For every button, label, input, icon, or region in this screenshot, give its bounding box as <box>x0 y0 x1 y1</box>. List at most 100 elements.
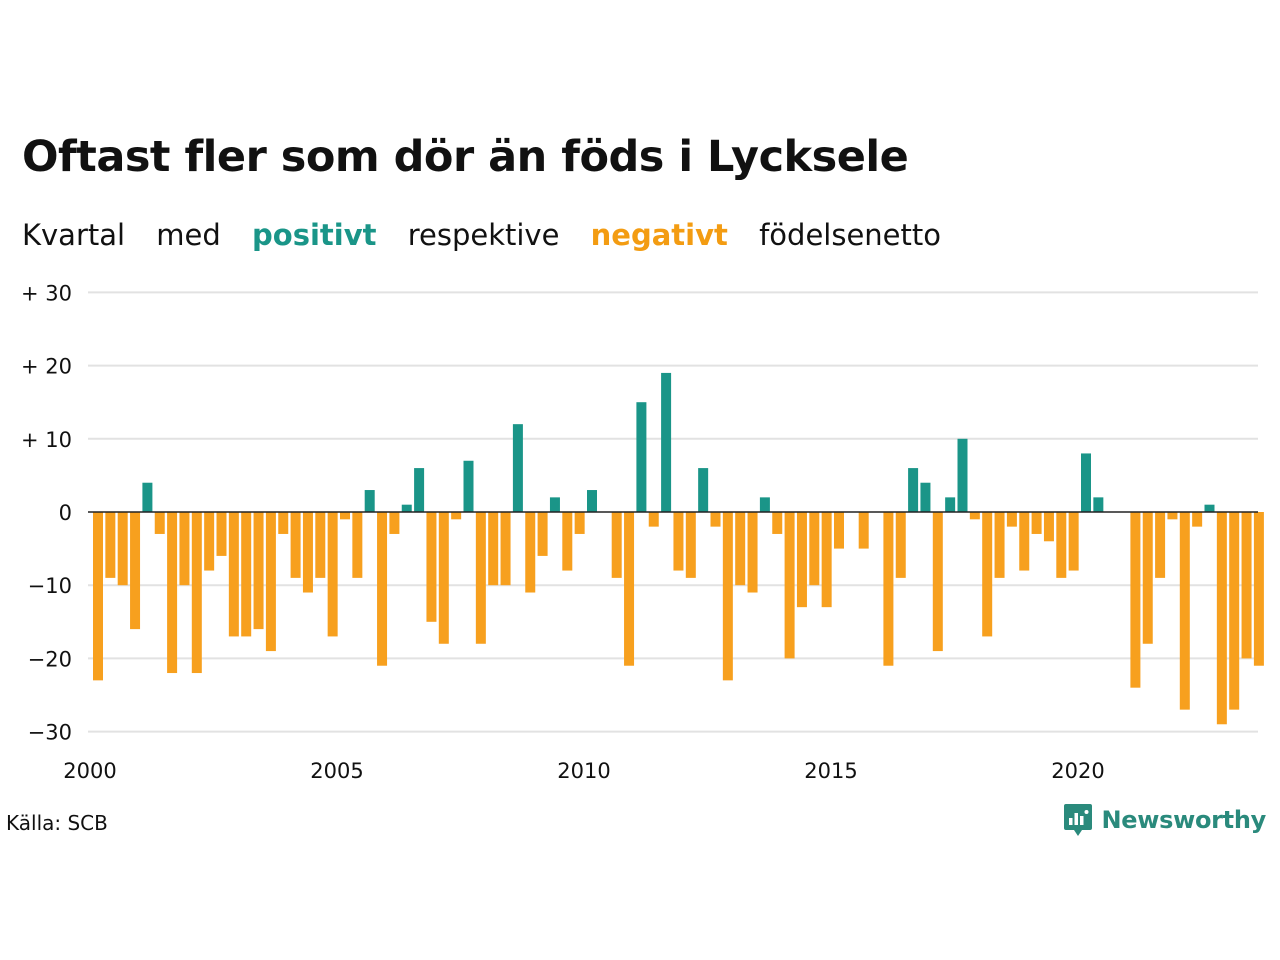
bar <box>154 512 165 534</box>
bar <box>1216 512 1227 725</box>
bar <box>549 497 560 512</box>
x-tick-label: 2010 <box>557 759 610 783</box>
bar <box>191 512 202 674</box>
bar <box>340 512 350 520</box>
bar <box>1167 512 1178 520</box>
bar <box>1130 512 1141 688</box>
bar <box>130 512 141 630</box>
subtitle-word: födelsenetto <box>759 218 941 252</box>
bar <box>932 512 943 652</box>
x-tick-label: 2020 <box>1051 759 1104 783</box>
chart-title: Oftast fler som dör än föds i Lycksele <box>22 132 909 182</box>
bar <box>611 512 622 578</box>
bar <box>1229 512 1240 710</box>
subtitle-word: med <box>156 218 221 252</box>
y-tick-label: 0 <box>59 501 72 525</box>
bar <box>661 372 672 512</box>
bar <box>1031 512 1042 534</box>
bar <box>377 512 388 666</box>
bar <box>1081 453 1091 512</box>
bar <box>537 512 548 556</box>
bar <box>710 512 721 527</box>
bar <box>1253 512 1264 666</box>
bar <box>105 512 116 578</box>
bar <box>315 512 326 578</box>
bar <box>994 512 1005 578</box>
bar <box>1192 512 1203 527</box>
bar <box>1006 512 1017 527</box>
brand-name: Newsworthy <box>1101 806 1266 834</box>
bar <box>228 512 239 637</box>
bar <box>636 402 647 512</box>
y-tick-label: + 20 <box>21 355 72 379</box>
bar <box>722 512 733 681</box>
bar <box>389 512 400 534</box>
bar <box>500 512 511 586</box>
bar <box>1019 512 1030 571</box>
bar <box>253 512 264 630</box>
bar <box>512 424 523 512</box>
bar <box>735 512 746 586</box>
bar-chart: + 30 + 20 + 10 0 −10 −20 −30 2000 2005 2010 2015 2… <box>21 281 1264 783</box>
bar <box>908 468 919 512</box>
bar <box>117 512 128 586</box>
bar <box>895 512 906 578</box>
bar <box>142 482 153 512</box>
bar <box>241 512 252 637</box>
x-tick-label: 2015 <box>804 759 857 783</box>
bar <box>1093 497 1104 512</box>
bar <box>364 490 375 512</box>
bar <box>1068 512 1079 571</box>
bar <box>463 460 474 512</box>
bar <box>920 482 931 512</box>
bar <box>1241 512 1252 659</box>
bar <box>167 512 178 674</box>
bar <box>587 490 597 512</box>
bar <box>179 512 190 586</box>
bar <box>352 512 363 578</box>
bar <box>1043 512 1054 542</box>
bar <box>562 512 573 571</box>
bar <box>883 512 894 666</box>
bar <box>698 468 709 512</box>
bar <box>93 512 103 681</box>
bar <box>685 512 696 578</box>
bar <box>648 512 659 527</box>
bar <box>969 512 980 520</box>
y-tick-label: −30 <box>28 721 72 745</box>
newsworthy-logo-icon <box>1064 804 1093 836</box>
bar <box>1056 512 1067 578</box>
legend-negative: negativt <box>590 218 728 252</box>
y-tick-label: −20 <box>28 647 72 671</box>
bar <box>475 512 486 644</box>
bar <box>772 512 783 534</box>
subtitle-word: respektive <box>407 218 560 252</box>
bar <box>945 497 956 512</box>
source-note: Källa: SCB <box>6 811 108 835</box>
bar <box>821 512 832 608</box>
bar <box>290 512 301 578</box>
bar <box>302 512 313 593</box>
bar <box>1204 504 1215 512</box>
bar <box>982 512 993 637</box>
legend-positive: positivt <box>252 218 377 252</box>
bar <box>1142 512 1153 644</box>
bar <box>426 512 437 622</box>
bar <box>216 512 227 556</box>
bar <box>451 512 462 520</box>
bar <box>809 512 820 586</box>
chart-subtitle: Kvartal med positivt respektive negativt… <box>22 218 963 252</box>
bar <box>796 512 807 608</box>
subtitle-word: Kvartal <box>22 218 126 252</box>
bar <box>438 512 449 644</box>
bar <box>858 512 869 549</box>
bar <box>414 468 425 512</box>
bar <box>784 512 795 659</box>
x-tick-label: 2005 <box>310 759 363 783</box>
bar <box>488 512 499 586</box>
bar <box>401 504 412 512</box>
bar <box>957 438 968 512</box>
bar <box>278 512 289 534</box>
bar <box>624 512 635 666</box>
x-tick-label: 2000 <box>63 759 116 783</box>
